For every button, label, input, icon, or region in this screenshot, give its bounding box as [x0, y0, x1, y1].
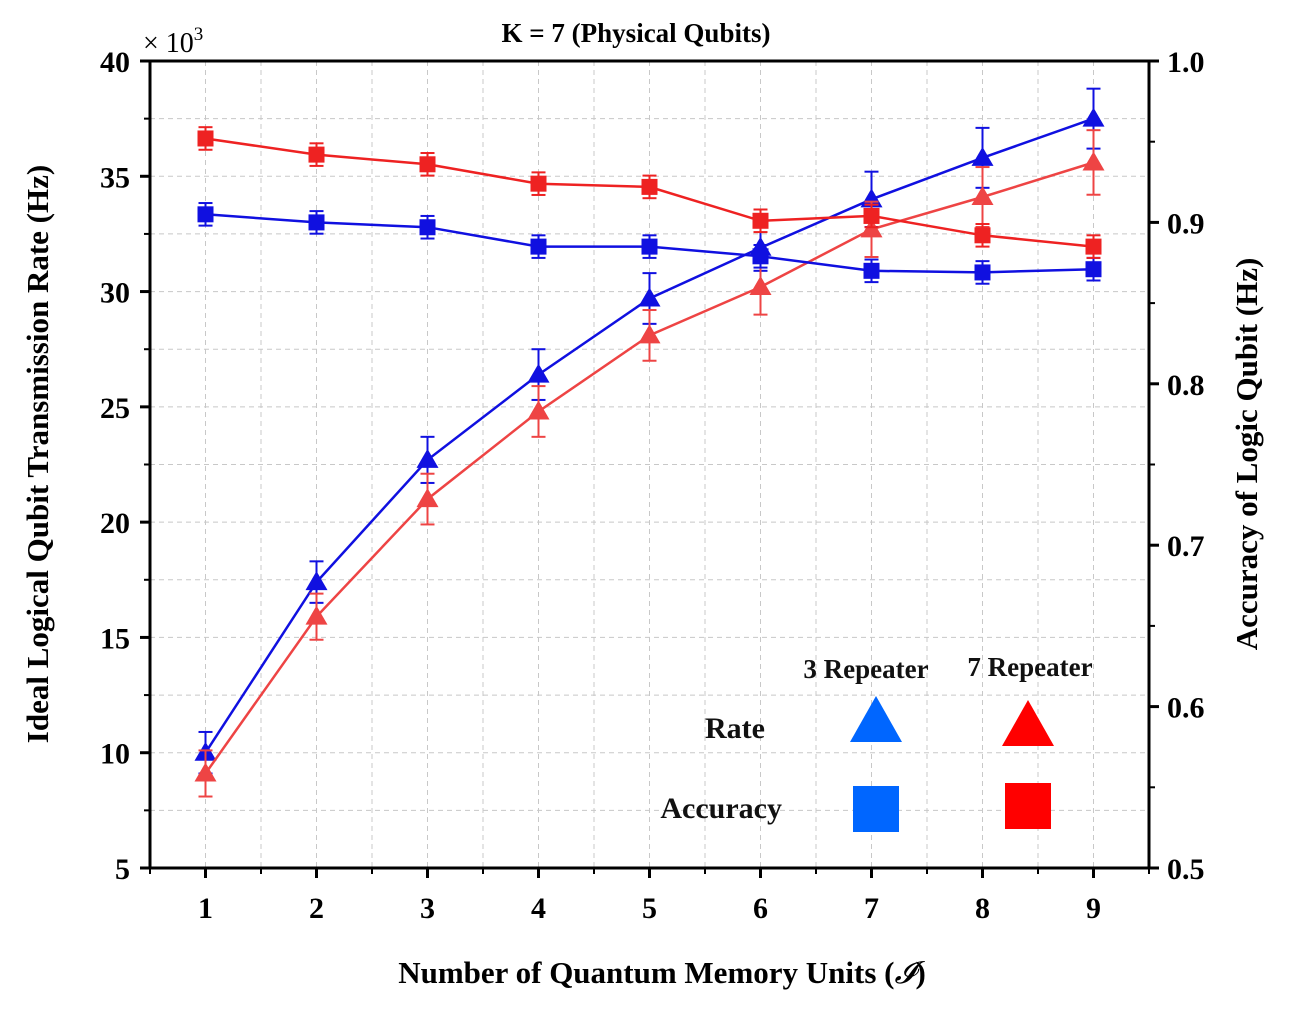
y-left-tick-label: 35	[100, 161, 130, 194]
data-point-square	[197, 206, 214, 223]
legend-accuracy-7-repeater-square-icon	[1005, 783, 1051, 829]
x-axis-title: Number of Quantum Memory Units (𝓘)	[398, 955, 926, 990]
x-tick-label: 5	[642, 892, 657, 925]
data-point-triangle	[305, 571, 328, 591]
y-left-tick-label: 30	[100, 277, 130, 310]
legend-row-rate: Rate	[705, 712, 765, 745]
data-point-triangle	[971, 146, 994, 166]
series-accuracy-7-repeater	[197, 126, 1102, 259]
y-left-tick-label: 10	[100, 738, 130, 771]
x-axis-title-text: Number of Quantum Memory Units (	[398, 955, 894, 990]
y-left-tick-label: 20	[100, 507, 130, 540]
data-point-triangle	[971, 186, 994, 206]
y-axis-left-title: Ideal Logical Qubit Transmission Rate (H…	[20, 165, 55, 743]
legend-column-7-repeater: 7 Repeater	[967, 652, 1092, 682]
data-point-square	[974, 227, 991, 244]
left-axis-multiplier-base: × 10	[143, 28, 194, 59]
data-point-triangle	[305, 605, 328, 625]
x-tick-label: 7	[864, 892, 879, 925]
x-axis-title-close: )	[915, 955, 925, 990]
data-series	[194, 87, 1105, 798]
data-point-square	[308, 146, 325, 163]
data-point-triangle	[416, 448, 439, 468]
data-point-square	[1085, 238, 1102, 255]
data-point-triangle	[1082, 107, 1105, 127]
data-point-square	[530, 238, 547, 255]
left-axis-multiplier-exp: 3	[194, 24, 204, 45]
y-right-tick-label: 1.0	[1167, 46, 1205, 79]
left-axis-multiplier: × 103	[143, 24, 203, 59]
data-point-triangle	[527, 400, 550, 420]
data-point-triangle	[638, 287, 661, 307]
data-point-square	[641, 238, 658, 255]
data-point-square	[752, 212, 769, 229]
legend-accuracy-3-repeater-square-icon	[853, 786, 899, 832]
data-point-square	[197, 130, 214, 147]
x-tick-label: 6	[753, 892, 768, 925]
y-left-tick-label: 25	[100, 392, 130, 425]
data-point-square	[530, 175, 547, 192]
legend-row-accuracy: Accuracy	[660, 792, 782, 825]
chart-title: K = 7 (Physical Qubits)	[502, 18, 771, 48]
y-right-tick-label: 0.5	[1167, 853, 1205, 886]
y-right-tick-label: 0.6	[1167, 692, 1205, 725]
x-tick-label: 1	[198, 892, 213, 925]
legend: 3 Repeater 7 Repeater Rate Accuracy	[660, 652, 1093, 832]
data-point-square	[752, 248, 769, 265]
y-axis-right-title: Accuracy of Logic Qubit (Hz)	[1229, 258, 1264, 651]
legend-column-3-repeater: 3 Repeater	[803, 654, 928, 684]
x-tick-label: 2	[309, 892, 324, 925]
data-point-triangle	[638, 324, 661, 344]
data-point-square	[308, 214, 325, 231]
legend-rate-3-repeater-triangle-icon	[850, 696, 902, 742]
series-accuracy-3-repeater	[197, 202, 1102, 285]
x-tick-label: 4	[531, 892, 546, 925]
data-point-square	[1085, 261, 1102, 278]
y-right-tick-label: 0.9	[1167, 207, 1205, 240]
data-point-square	[419, 156, 436, 173]
y-left-tick-label: 15	[100, 622, 130, 655]
axis-ticks: 1 2 3 4 5 6 7 8 9 5 10 15 20 25 30 35 40 0.5 0.6 0.7 0.8 0.9 1…	[100, 46, 1205, 925]
data-point-triangle	[416, 488, 439, 508]
data-point-triangle	[527, 363, 550, 383]
y-left-tick-label: 5	[115, 853, 130, 886]
data-point-square	[419, 219, 436, 236]
x-tick-label: 8	[975, 892, 990, 925]
x-tick-label: 3	[420, 892, 435, 925]
legend-rate-7-repeater-triangle-icon	[1002, 700, 1054, 746]
y-right-tick-label: 0.8	[1167, 369, 1205, 402]
data-point-square	[641, 178, 658, 195]
data-point-square	[863, 262, 880, 279]
data-point-square	[863, 207, 880, 224]
data-point-square	[974, 264, 991, 281]
series-rate-7-repeater	[194, 129, 1105, 798]
data-point-triangle	[1082, 151, 1105, 171]
y-right-tick-label: 0.7	[1167, 530, 1205, 563]
x-tick-label: 9	[1086, 892, 1101, 925]
y-left-tick-label: 40	[100, 46, 130, 79]
data-point-triangle	[194, 762, 217, 782]
data-point-triangle	[749, 275, 772, 295]
